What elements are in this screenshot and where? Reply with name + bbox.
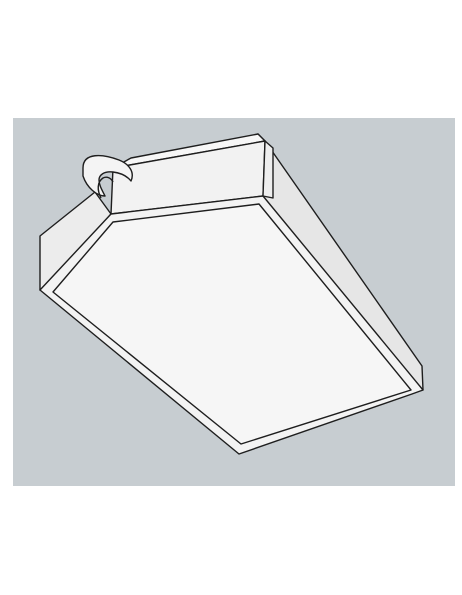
drawer-pull-hook [82, 154, 133, 197]
drawer-right-bevel [262, 140, 274, 199]
illustration-panel [13, 118, 455, 486]
drawer-pull-hook-inner [97, 176, 114, 199]
drawer-bottom-panel [52, 203, 412, 445]
drawer-illustration [39, 133, 424, 455]
